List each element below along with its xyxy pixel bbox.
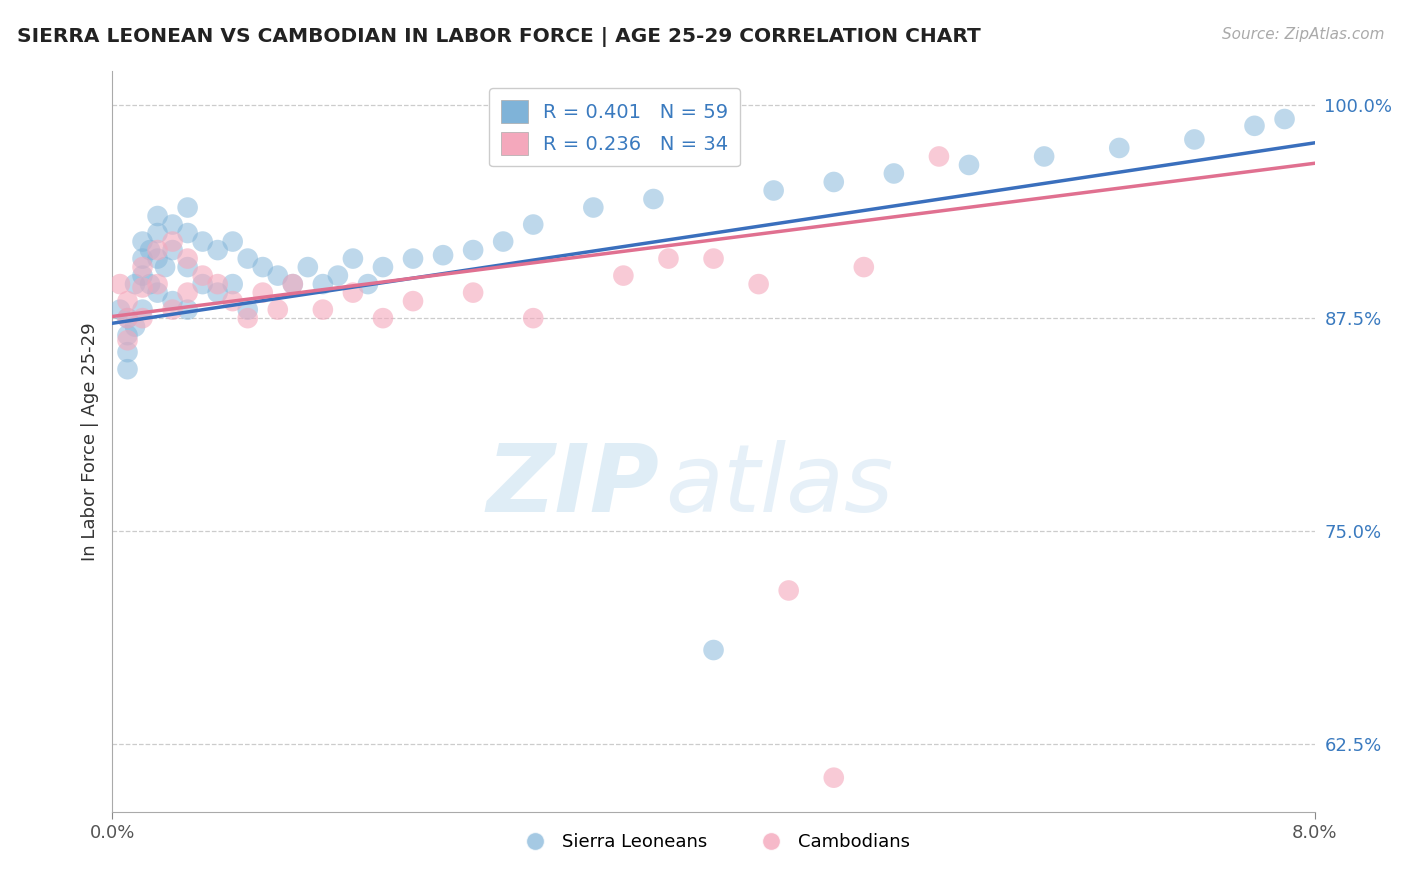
Point	[1108, 141, 1130, 155]
Point	[146, 277, 169, 292]
Point	[176, 285, 198, 300]
Point	[146, 226, 169, 240]
Point	[124, 277, 146, 292]
Point	[131, 252, 153, 266]
Point	[1033, 149, 1056, 163]
Point	[117, 333, 139, 347]
Point	[612, 268, 634, 283]
Point	[461, 285, 484, 300]
Point	[928, 149, 950, 163]
Point	[191, 268, 214, 283]
Point	[1243, 119, 1265, 133]
Point	[823, 771, 845, 785]
Point	[207, 243, 229, 257]
Point	[957, 158, 980, 172]
Point	[402, 252, 425, 266]
Point	[582, 201, 605, 215]
Point	[117, 311, 139, 326]
Point	[461, 243, 484, 257]
Point	[778, 583, 800, 598]
Point	[146, 285, 169, 300]
Point	[153, 260, 176, 274]
Point	[883, 166, 905, 180]
Text: ZIP: ZIP	[486, 440, 659, 532]
Point	[312, 302, 335, 317]
Point	[702, 252, 725, 266]
Point	[371, 260, 394, 274]
Point	[207, 277, 229, 292]
Point	[176, 302, 198, 317]
Legend: Sierra Leoneans, Cambodians: Sierra Leoneans, Cambodians	[510, 826, 917, 858]
Point	[117, 294, 139, 309]
Point	[252, 260, 274, 274]
Point	[522, 218, 544, 232]
Point	[222, 294, 245, 309]
Point	[643, 192, 665, 206]
Point	[657, 252, 679, 266]
Point	[402, 294, 425, 309]
Point	[702, 643, 725, 657]
Point	[131, 311, 153, 326]
Point	[139, 277, 162, 292]
Point	[139, 243, 162, 257]
Point	[191, 277, 214, 292]
Text: Source: ZipAtlas.com: Source: ZipAtlas.com	[1222, 27, 1385, 42]
Point	[342, 285, 364, 300]
Point	[117, 362, 139, 376]
Text: SIERRA LEONEAN VS CAMBODIAN IN LABOR FORCE | AGE 25-29 CORRELATION CHART: SIERRA LEONEAN VS CAMBODIAN IN LABOR FOR…	[17, 27, 980, 46]
Point	[326, 268, 349, 283]
Point	[162, 294, 184, 309]
Point	[131, 268, 153, 283]
Point	[748, 277, 770, 292]
Point	[852, 260, 875, 274]
Point	[162, 302, 184, 317]
Point	[146, 243, 169, 257]
Point	[342, 252, 364, 266]
Point	[176, 226, 198, 240]
Point	[117, 328, 139, 343]
Point	[312, 277, 335, 292]
Point	[522, 311, 544, 326]
Point	[222, 235, 245, 249]
Point	[117, 311, 139, 326]
Point	[222, 277, 245, 292]
Point	[236, 311, 259, 326]
Point	[108, 302, 131, 317]
Point	[131, 235, 153, 249]
Y-axis label: In Labor Force | Age 25-29: In Labor Force | Age 25-29	[80, 322, 98, 561]
Point	[162, 218, 184, 232]
Point	[371, 311, 394, 326]
Point	[1182, 132, 1205, 146]
Point	[162, 243, 184, 257]
Point	[267, 268, 290, 283]
Point	[176, 260, 198, 274]
Point	[191, 235, 214, 249]
Point	[207, 285, 229, 300]
Point	[131, 260, 153, 274]
Point	[762, 184, 785, 198]
Point	[252, 285, 274, 300]
Point	[297, 260, 319, 274]
Point	[162, 235, 184, 249]
Point	[1274, 112, 1296, 126]
Point	[117, 345, 139, 359]
Text: atlas: atlas	[665, 441, 894, 532]
Point	[176, 252, 198, 266]
Point	[236, 302, 259, 317]
Point	[108, 277, 131, 292]
Point	[492, 235, 515, 249]
Point	[281, 277, 304, 292]
Point	[281, 277, 304, 292]
Point	[236, 252, 259, 266]
Point	[131, 280, 153, 294]
Point	[146, 209, 169, 223]
Point	[146, 252, 169, 266]
Point	[267, 302, 290, 317]
Point	[124, 319, 146, 334]
Point	[176, 201, 198, 215]
Point	[131, 302, 153, 317]
Point	[432, 248, 454, 262]
Point	[823, 175, 845, 189]
Point	[357, 277, 380, 292]
